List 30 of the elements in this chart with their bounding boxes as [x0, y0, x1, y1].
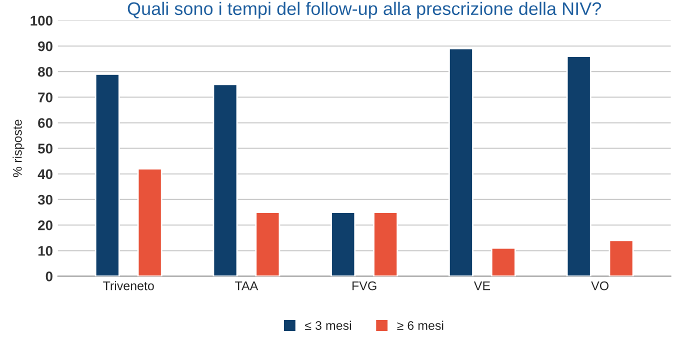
bar: [373, 212, 398, 276]
x-tick-label: Triveneto: [103, 281, 154, 290]
x-tick-label: VE: [474, 282, 490, 290]
bar: [137, 168, 162, 276]
bar: [566, 56, 592, 276]
legend-label: ≤ 3 mesi: [305, 320, 351, 330]
y-tick-label: 10: [38, 246, 52, 256]
bar: [448, 48, 474, 276]
bar: [490, 247, 516, 276]
y-tick-label: 60: [38, 118, 52, 128]
y-tick-label: 50: [38, 144, 52, 154]
y-tick-label: 30: [38, 194, 52, 205]
x-tick-label: FVG: [352, 281, 376, 290]
y-axis-title: % risposte: [12, 120, 24, 178]
y-tick-label: 40: [38, 169, 52, 180]
x-tick-label: VO: [591, 281, 608, 290]
chart-title: Quali sono i tempi del follow-up alla prescrizione della NIV?: [128, 2, 602, 19]
y-tick-label: 0: [46, 272, 52, 282]
x-tick-label: TAA: [235, 282, 258, 290]
bar: [212, 84, 238, 276]
bar: [94, 73, 120, 276]
bar: [608, 240, 634, 276]
y-tick-label: 20: [38, 220, 52, 230]
bar: [255, 212, 280, 276]
y-tick-label: 90: [38, 41, 52, 52]
y-tick-label: 80: [38, 66, 52, 77]
legend-label: ≥ 6 mesi: [397, 320, 444, 330]
bar: [330, 212, 356, 276]
y-tick-label: 70: [38, 92, 52, 102]
y-tick-label: 100: [30, 16, 52, 26]
